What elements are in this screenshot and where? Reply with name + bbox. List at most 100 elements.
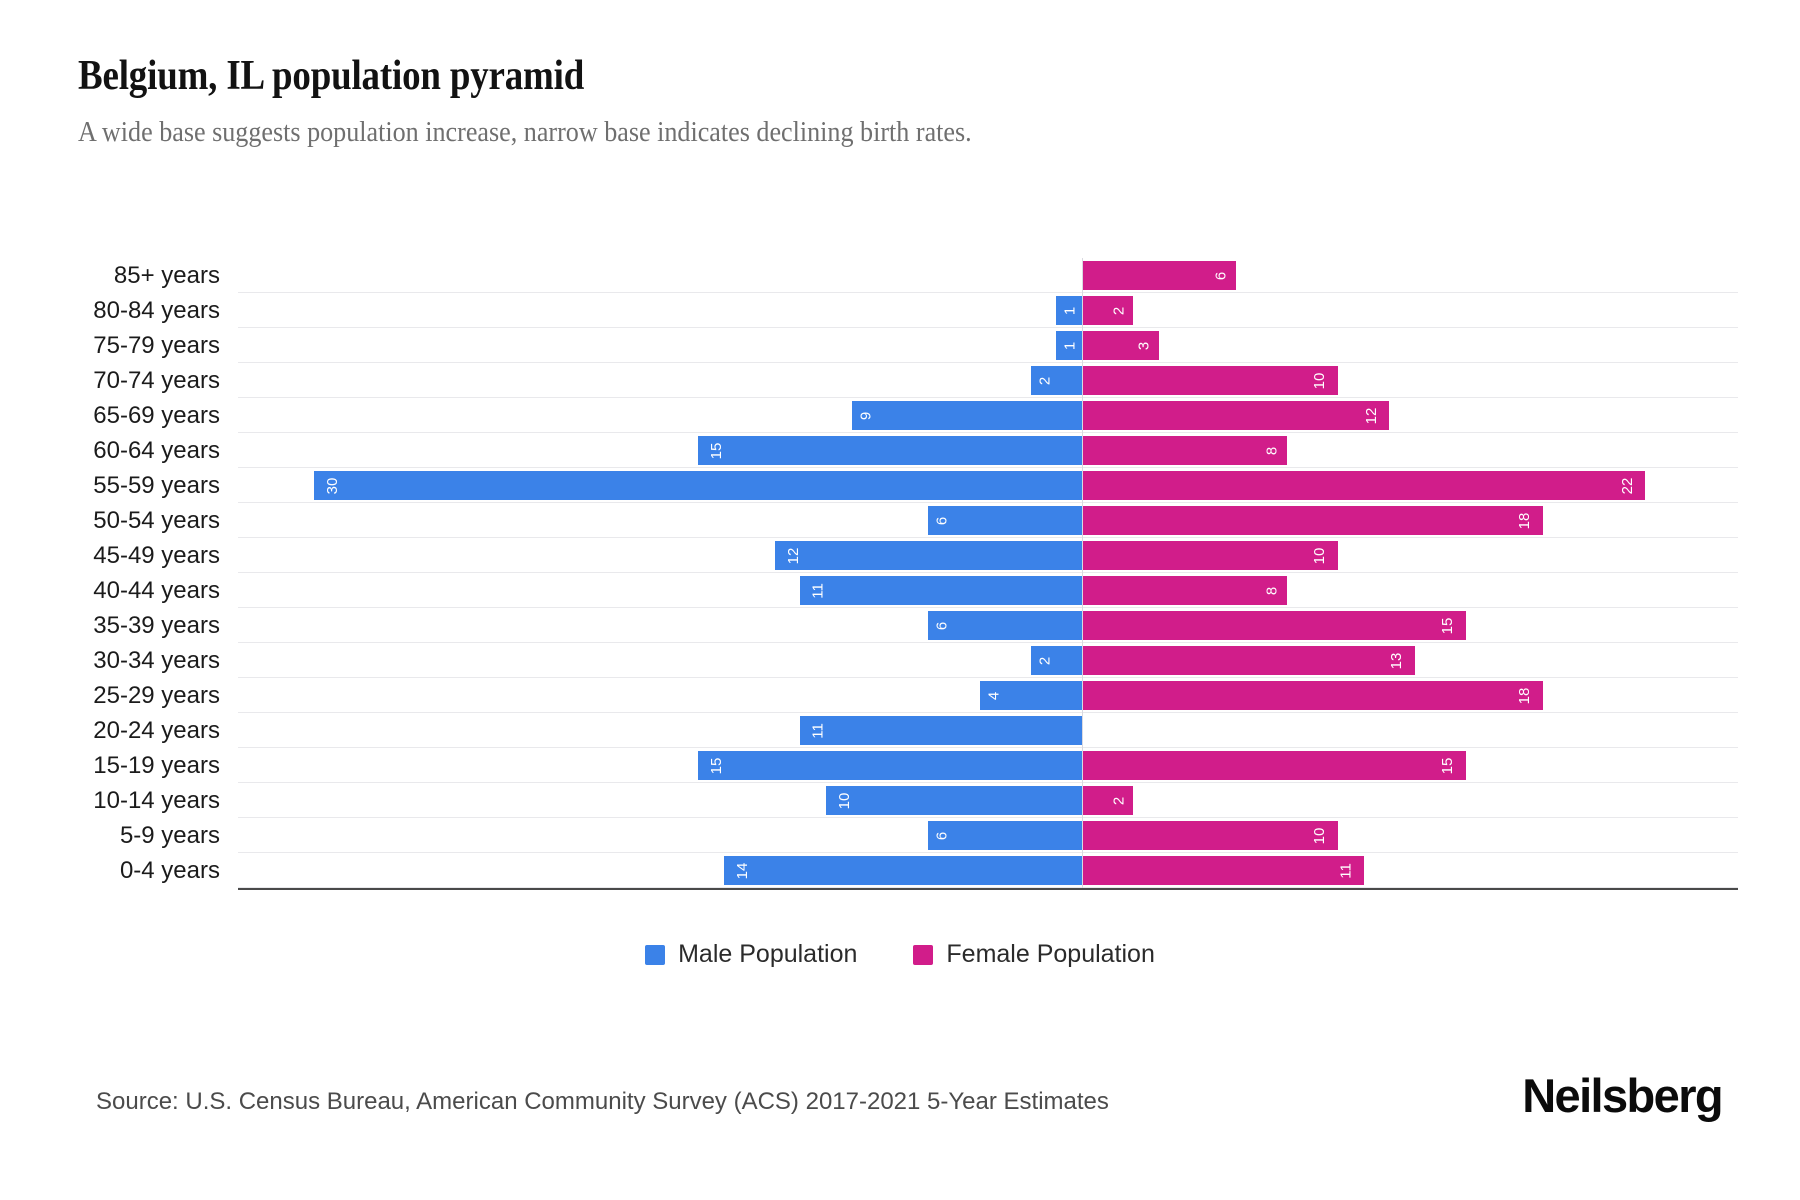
female-bar[interactable]: 3 bbox=[1082, 331, 1159, 360]
y-axis-tick-label: 75-79 years bbox=[93, 332, 220, 359]
bar-value-label: 6 bbox=[934, 831, 952, 840]
bar-value-label: 1 bbox=[1062, 306, 1080, 315]
female-bar[interactable]: 11 bbox=[1082, 856, 1364, 885]
female-bar[interactable]: 2 bbox=[1082, 786, 1134, 815]
female-bar[interactable]: 22 bbox=[1082, 471, 1646, 500]
bar-value-label: 11 bbox=[809, 722, 827, 739]
gridline bbox=[238, 292, 1738, 293]
y-axis-tick-label: 15-19 years bbox=[93, 752, 220, 779]
male-bar[interactable]: 14 bbox=[723, 856, 1082, 885]
bar-value-label: 10 bbox=[835, 792, 853, 809]
square-swatch-icon bbox=[645, 944, 666, 965]
male-bar[interactable]: 10 bbox=[826, 786, 1082, 815]
bar-value-label: 6 bbox=[934, 516, 952, 525]
legend-item-female[interactable]: Female Population bbox=[913, 940, 1155, 969]
bar-row: 4 18 bbox=[238, 678, 1738, 713]
y-axis-tick-label: 35-39 years bbox=[93, 612, 220, 639]
female-bar[interactable]: 13 bbox=[1082, 646, 1415, 675]
y-axis-labels: 85+ years 80-84 years 75-79 years 70-74 yea… bbox=[0, 258, 232, 898]
bar-row: 6 15 bbox=[238, 608, 1738, 643]
y-axis-tick-label: 10-14 years bbox=[93, 787, 220, 814]
bar-value-label: 15 bbox=[707, 442, 725, 459]
female-bar[interactable]: 2 bbox=[1082, 296, 1134, 325]
bar-value-label: 11 bbox=[809, 582, 827, 599]
gridline bbox=[238, 642, 1738, 643]
bar-value-label: 11 bbox=[1337, 862, 1355, 879]
gridline bbox=[238, 327, 1738, 328]
chart-area: 85+ years 80-84 years 75-79 years 70-74 yea… bbox=[0, 258, 1800, 898]
bar-row: 30 22 bbox=[238, 468, 1738, 503]
male-bar[interactable]: 12 bbox=[774, 541, 1082, 570]
gridline bbox=[238, 712, 1738, 713]
female-bar[interactable]: 15 bbox=[1082, 751, 1466, 780]
gridline bbox=[238, 852, 1738, 853]
male-bar[interactable]: 15 bbox=[698, 436, 1082, 465]
page-subtitle: A wide base suggests population increase… bbox=[78, 116, 972, 148]
bar-value-label: 10 bbox=[1311, 827, 1329, 844]
bar-row: 6 10 bbox=[238, 818, 1738, 853]
bar-value-label: 2 bbox=[1036, 376, 1054, 385]
female-bar[interactable]: 10 bbox=[1082, 541, 1338, 570]
legend-label-male: Male Population bbox=[678, 940, 858, 968]
gridline bbox=[238, 817, 1738, 818]
x-axis-baseline bbox=[238, 888, 1738, 890]
y-axis-tick-label: 45-49 years bbox=[93, 542, 220, 569]
male-bar[interactable]: 15 bbox=[698, 751, 1082, 780]
bar-value-label: 4 bbox=[985, 691, 1003, 700]
gridline bbox=[238, 887, 1738, 888]
female-bar[interactable]: 8 bbox=[1082, 576, 1287, 605]
male-bar[interactable]: 9 bbox=[851, 401, 1082, 430]
y-axis-tick-label: 80-84 years bbox=[93, 297, 220, 324]
male-bar[interactable]: 1 bbox=[1056, 331, 1082, 360]
bar-row: 6 bbox=[238, 258, 1738, 293]
bar-value-label: 10 bbox=[1311, 547, 1329, 564]
bar-value-label: 8 bbox=[1264, 446, 1282, 455]
y-axis-tick-label: 40-44 years bbox=[93, 577, 220, 604]
gridline bbox=[238, 782, 1738, 783]
female-bar[interactable]: 10 bbox=[1082, 366, 1338, 395]
y-axis-tick-label: 65-69 years bbox=[93, 402, 220, 429]
male-bar[interactable]: 6 bbox=[928, 506, 1082, 535]
center-axis-line bbox=[1082, 258, 1083, 888]
bar-row: 14 11 bbox=[238, 853, 1738, 888]
bar-value-label: 10 bbox=[1311, 372, 1329, 389]
female-bar[interactable]: 10 bbox=[1082, 821, 1338, 850]
male-bar[interactable]: 6 bbox=[928, 821, 1082, 850]
male-bar[interactable]: 1 bbox=[1056, 296, 1082, 325]
female-bar[interactable]: 6 bbox=[1082, 261, 1236, 290]
female-bar[interactable]: 8 bbox=[1082, 436, 1287, 465]
male-bar[interactable]: 2 bbox=[1030, 366, 1082, 395]
bar-value-label: 2 bbox=[1110, 306, 1128, 315]
bar-rows: 6 1 2 1 3 2 10 9 12 15 8 30 22 6 18 12 10 11 8 6 15 2 13 4 18 11 1… bbox=[238, 258, 1738, 898]
bar-value-label: 13 bbox=[1387, 652, 1405, 669]
y-axis-tick-label: 5-9 years bbox=[119, 822, 220, 849]
legend-label-female: Female Population bbox=[946, 940, 1155, 968]
square-swatch-icon bbox=[913, 944, 934, 965]
gridline bbox=[238, 432, 1738, 433]
female-bar[interactable]: 15 bbox=[1082, 611, 1466, 640]
bar-value-label: 30 bbox=[323, 477, 341, 494]
male-bar[interactable]: 30 bbox=[314, 471, 1082, 500]
male-bar[interactable]: 11 bbox=[800, 716, 1082, 745]
chart-header: Belgium, IL population pyramid A wide ba… bbox=[78, 52, 1728, 149]
bar-value-label: 6 bbox=[934, 621, 952, 630]
bar-value-label: 12 bbox=[1362, 407, 1380, 424]
female-bar[interactable]: 18 bbox=[1082, 681, 1543, 710]
legend-item-male[interactable]: Male Population bbox=[645, 940, 857, 969]
male-bar[interactable]: 6 bbox=[928, 611, 1082, 640]
bar-value-label: 15 bbox=[1439, 617, 1457, 634]
y-axis-tick-label: 55-59 years bbox=[93, 472, 220, 499]
male-bar[interactable]: 4 bbox=[979, 681, 1082, 710]
bar-row: 11 8 bbox=[238, 573, 1738, 608]
bar-value-label: 15 bbox=[1439, 757, 1457, 774]
female-bar[interactable]: 18 bbox=[1082, 506, 1543, 535]
bar-value-label: 12 bbox=[784, 547, 802, 564]
male-bar[interactable]: 11 bbox=[800, 576, 1082, 605]
gridline bbox=[238, 467, 1738, 468]
y-axis-tick-label: 50-54 years bbox=[93, 507, 220, 534]
male-bar[interactable]: 2 bbox=[1030, 646, 1082, 675]
bar-value-label: 15 bbox=[707, 757, 725, 774]
bar-value-label: 1 bbox=[1062, 341, 1080, 350]
female-bar[interactable]: 12 bbox=[1082, 401, 1390, 430]
